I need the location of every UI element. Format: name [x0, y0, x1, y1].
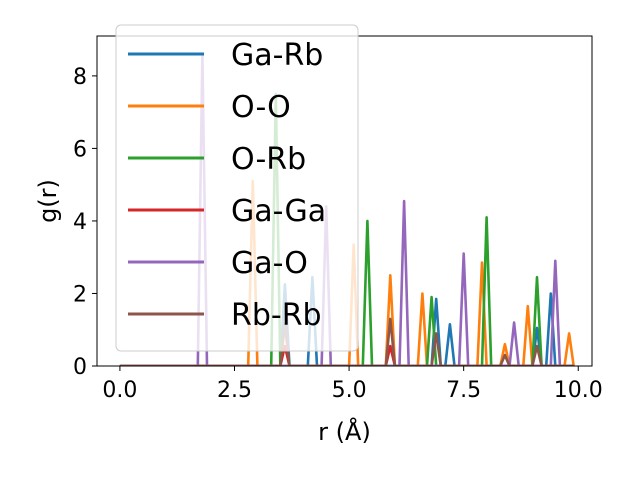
y-axis-label: g(r): [34, 179, 62, 223]
series-line-o-o: [119, 179, 575, 366]
legend-label-rb-rb: Rb-Rb: [231, 298, 322, 333]
x-tick-label: 0.0: [102, 378, 137, 403]
legend-label-ga-o: Ga-O: [231, 246, 308, 281]
y-tick-label: 6: [73, 137, 87, 162]
series-line-rb-rb: [119, 317, 574, 366]
y-tick-label: 0: [73, 355, 87, 380]
legend: Ga-Rb O-O O-Rb Ga-Ga Ga-O Rb-Rb: [115, 24, 359, 352]
x-axis-label: r (Å): [318, 417, 371, 446]
x-tick-label: 7.5: [446, 378, 481, 403]
x-tick-label: 10.0: [554, 378, 603, 403]
y-tick-label: 8: [73, 65, 87, 90]
legend-label-o-rb: O-Rb: [231, 142, 306, 177]
x-tick-label: 2.5: [217, 378, 252, 403]
axes: 0.0 2.5 5.0 7.5 10.0 0 2 4 6 8 r (Å) g(r): [34, 35, 603, 446]
legend-label-ga-ga: Ga-Ga: [231, 194, 326, 229]
y-tick-label: 4: [73, 210, 87, 235]
legend-label-ga-rb: Ga-Rb: [231, 38, 323, 73]
x-tick-label: 5.0: [332, 378, 367, 403]
y-tick-label: 2: [73, 282, 87, 307]
legend-label-o-o: O-O: [231, 90, 291, 125]
